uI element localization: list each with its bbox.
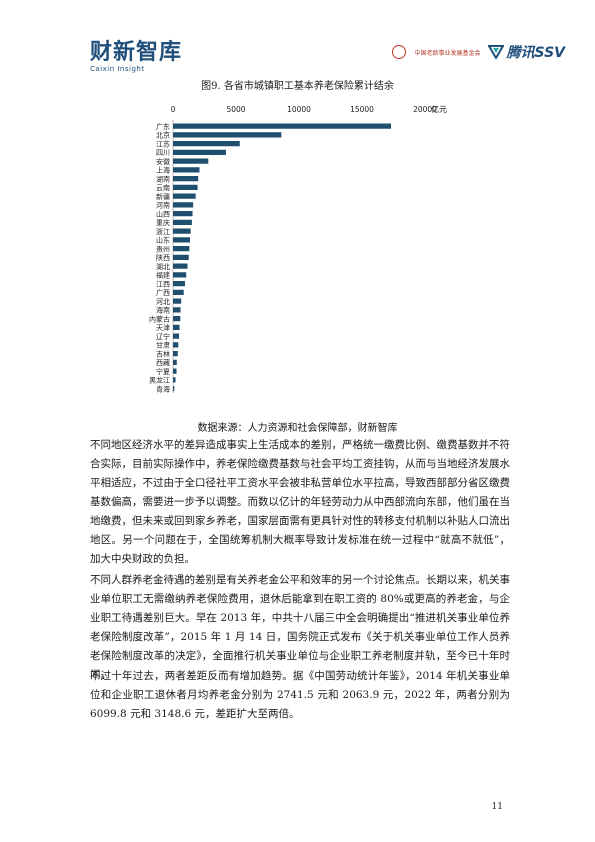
category-label: 重庆 xyxy=(156,218,170,227)
bar xyxy=(173,333,180,339)
bar xyxy=(173,281,185,287)
bar xyxy=(173,359,177,365)
bar xyxy=(173,324,180,330)
tencent-ssv-icon xyxy=(488,45,505,59)
category-label: 西藏 xyxy=(156,358,170,367)
category-label: 天津 xyxy=(156,324,170,332)
category-label: 甘肃 xyxy=(156,341,170,350)
category-label: 上海 xyxy=(156,166,170,175)
x-tick-label: 20000 xyxy=(413,105,437,114)
category-label: 海南 xyxy=(156,306,170,315)
category-label: 贵州 xyxy=(156,244,170,253)
bar xyxy=(173,272,187,278)
bar xyxy=(173,298,182,304)
bar xyxy=(173,211,193,217)
category-label: 黑龙江 xyxy=(149,376,170,385)
bar xyxy=(173,141,240,147)
category-label: 山西 xyxy=(156,209,170,218)
partner-name: 腾讯SSV xyxy=(506,45,565,61)
category-label: 山东 xyxy=(156,236,170,245)
caixin-insight-logo: 财新智库 Caixin Insight xyxy=(90,40,183,74)
bar xyxy=(173,263,188,269)
paragraph-gap-trend: 不过十年过去，两者差距反而有增加趋势。据《中国劳动统计年鉴》，2014 年机关事… xyxy=(90,670,510,720)
bar xyxy=(173,132,282,138)
category-label: 内蒙古 xyxy=(149,314,170,323)
category-label: 江西 xyxy=(156,280,170,288)
x-tick-label: 15000 xyxy=(350,105,374,114)
figure-title: 图9. 各省市城镇职工基本养老保险累计结余 xyxy=(201,81,394,92)
brand-en: Caixin Insight xyxy=(90,65,145,73)
bar xyxy=(173,123,391,129)
category-label: 辽宁 xyxy=(156,332,170,341)
unit-label: 亿元 xyxy=(431,104,447,114)
brand-cn: 财新智库 xyxy=(90,40,183,65)
category-label: 河北 xyxy=(156,298,170,306)
bar xyxy=(173,228,191,234)
partner-logos: 中国老龄事业发展基金会 腾讯SSV xyxy=(392,42,565,62)
bar xyxy=(173,202,194,208)
bar xyxy=(173,237,191,243)
bar xyxy=(173,219,192,225)
x-tick-label: 5000 xyxy=(226,105,245,114)
bar xyxy=(173,316,181,322)
bar xyxy=(173,254,189,260)
foundation-name: 中国老龄事业发展基金会 xyxy=(414,49,481,57)
x-tick-label: 10000 xyxy=(287,105,311,114)
bar xyxy=(173,167,200,173)
bar xyxy=(173,351,178,357)
bar xyxy=(173,386,175,392)
paragraph-pension-groups: 不同人群养老金待遇的差别是有关养老金公平和效率的另一个讨论焦点。长期以来，机关事… xyxy=(90,574,510,681)
bar xyxy=(173,342,179,348)
bar xyxy=(173,184,198,190)
category-label: 新疆 xyxy=(156,192,170,201)
category-label: 湖北 xyxy=(156,262,170,271)
bar xyxy=(173,377,176,383)
bar xyxy=(173,176,199,182)
bar xyxy=(173,368,177,374)
category-label: 云南 xyxy=(156,183,170,192)
category-label: 江苏 xyxy=(156,139,170,148)
category-label: 河南 xyxy=(156,201,170,210)
bar xyxy=(173,158,209,164)
category-label: 青海 xyxy=(156,384,170,393)
pension-balance-bar-chart: 0 5000 10000 15000 20000亿元广东北京江苏四川安徽上海湖南云南新疆… xyxy=(149,104,447,394)
figure-source: 数据来源：人力资源和社会保障部，财新智库 xyxy=(197,423,398,434)
category-label: 陕西 xyxy=(156,253,170,262)
category-label: 宁夏 xyxy=(156,367,170,376)
bar xyxy=(173,149,226,155)
foundation-seal-icon xyxy=(392,45,407,59)
category-label: 广西 xyxy=(156,288,170,297)
category-label: 湖南 xyxy=(156,174,170,183)
x-tick-label: 0 xyxy=(171,105,176,114)
category-label: 四川 xyxy=(156,149,170,157)
bar xyxy=(173,289,184,295)
category-label: 浙江 xyxy=(156,227,170,236)
tencent-ssv-logo: 腾讯SSV xyxy=(488,42,565,62)
bar xyxy=(173,307,181,313)
bar xyxy=(173,193,196,199)
category-label: 广东 xyxy=(156,122,170,131)
category-label: 北京 xyxy=(156,131,170,140)
paragraph-regional-differences: 不同地区经济水平的差异造成事实上生活成本的差别，严格统一缴费比例、缴费基数并不符… xyxy=(90,439,510,565)
category-label: 吉林 xyxy=(156,349,170,358)
category-label: 安徽 xyxy=(156,157,170,166)
bar xyxy=(173,246,190,252)
page-number: 11 xyxy=(491,802,503,812)
category-label: 福建 xyxy=(156,271,170,280)
